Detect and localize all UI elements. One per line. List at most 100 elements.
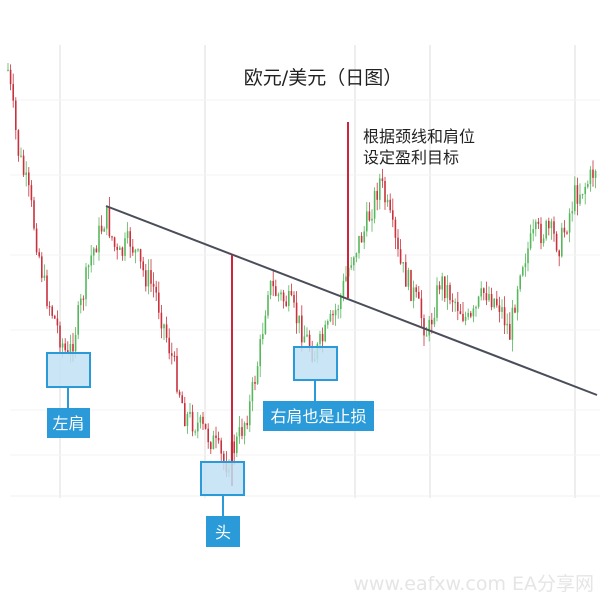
- candle-down: [509, 323, 511, 340]
- right-shoulder-label-bg: [263, 401, 374, 431]
- candle-down: [392, 210, 394, 220]
- candle-up: [587, 184, 589, 187]
- candle-up: [137, 249, 139, 251]
- candle-down: [204, 423, 207, 429]
- candle-up: [74, 334, 77, 352]
- candle-down: [41, 256, 43, 278]
- candle-down: [56, 318, 59, 326]
- candle-down: [210, 442, 212, 450]
- candle-down: [376, 190, 378, 200]
- head-label-bg: [206, 516, 240, 547]
- candle-up: [298, 315, 300, 324]
- candle-up: [550, 221, 553, 229]
- candle-down: [381, 178, 384, 181]
- candle-down: [285, 301, 287, 306]
- candle-up: [264, 315, 267, 334]
- candle-up: [267, 295, 269, 316]
- candle-up: [186, 414, 189, 427]
- candle-down: [158, 292, 160, 313]
- candle-down: [415, 287, 417, 292]
- candle-down: [389, 199, 391, 211]
- candle-up: [61, 343, 64, 348]
- candle-down: [35, 228, 38, 253]
- candle-down: [145, 270, 147, 287]
- candle-up: [243, 423, 246, 436]
- candle-up: [98, 225, 100, 253]
- candle-down: [496, 298, 498, 306]
- candle-up: [436, 285, 438, 318]
- candle-up: [425, 335, 428, 337]
- candle-up: [581, 194, 584, 196]
- candle-up: [306, 334, 308, 337]
- candle-up: [379, 178, 381, 200]
- candle-up: [522, 267, 524, 276]
- candle-down: [64, 343, 66, 351]
- candle-down: [483, 288, 485, 293]
- candle-up: [501, 307, 503, 312]
- candle-up: [472, 308, 475, 317]
- candle-up: [103, 228, 105, 232]
- candle-up: [402, 262, 404, 264]
- candle-up: [85, 267, 87, 300]
- candle-down: [272, 280, 274, 287]
- candle-up: [119, 247, 121, 250]
- grid-lines: [10, 45, 600, 498]
- candle-down: [405, 262, 407, 287]
- candle-up: [584, 186, 586, 194]
- candle-up: [519, 275, 521, 290]
- candle-down: [191, 411, 194, 432]
- candle-up: [280, 292, 282, 295]
- candle-down: [332, 313, 334, 316]
- candle-down: [72, 344, 74, 352]
- candle-down: [321, 333, 324, 342]
- annotation-line-2: 设定盈利目标: [363, 148, 459, 167]
- candle-up: [366, 211, 368, 232]
- candle-up: [480, 288, 482, 297]
- candle-down: [576, 185, 579, 204]
- candle-up: [386, 199, 389, 203]
- candle-up: [329, 313, 332, 322]
- candle-up: [147, 270, 150, 287]
- candle-up: [199, 416, 202, 423]
- candle-up: [353, 257, 355, 266]
- candle-up: [527, 248, 529, 264]
- candle-up: [446, 285, 449, 299]
- candle-down: [168, 337, 170, 354]
- candle-up: [464, 316, 467, 321]
- candle-down: [22, 155, 25, 175]
- candle-up: [87, 265, 90, 268]
- candle-down: [132, 246, 134, 253]
- candle-down: [160, 312, 163, 329]
- candle-up: [358, 235, 360, 254]
- candle-up: [371, 218, 373, 221]
- candle-down: [82, 298, 85, 300]
- candle-up: [251, 382, 254, 402]
- candle-down: [129, 231, 131, 247]
- candle-down: [514, 307, 516, 313]
- candle-down: [38, 252, 40, 257]
- candle-down: [108, 207, 111, 237]
- candle-up: [7, 69, 9, 71]
- candle-down: [207, 428, 209, 443]
- candle-down: [17, 130, 20, 156]
- candle-up: [197, 422, 199, 432]
- candle-up: [324, 324, 326, 342]
- candle-up: [69, 344, 72, 353]
- candle-down: [150, 270, 152, 284]
- candle-up: [194, 431, 196, 433]
- candle-down: [503, 307, 506, 326]
- candle-down: [51, 306, 53, 316]
- candle-down: [431, 319, 433, 325]
- candle-down: [95, 248, 98, 253]
- candle-up: [428, 319, 430, 336]
- candle-down: [384, 181, 386, 203]
- candle-up: [350, 265, 352, 268]
- candle-up: [441, 276, 443, 290]
- watermark-text: www.eafxw.com EA分享网: [353, 573, 594, 595]
- candle-up: [529, 233, 532, 249]
- candle-down: [220, 440, 222, 454]
- candle-up: [493, 298, 495, 308]
- candle-up: [212, 435, 215, 450]
- candle-down: [420, 298, 423, 319]
